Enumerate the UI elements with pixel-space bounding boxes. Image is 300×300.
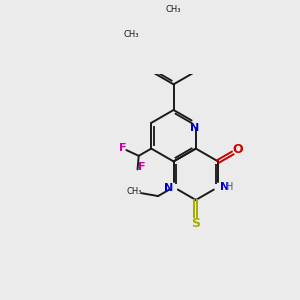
Text: CH₃: CH₃ (166, 5, 181, 14)
Text: F: F (118, 143, 126, 153)
Text: N: N (190, 123, 199, 133)
Text: CH₃: CH₃ (123, 29, 139, 38)
Text: O: O (233, 143, 243, 156)
Text: CH₃: CH₃ (127, 188, 142, 196)
Text: F: F (138, 162, 145, 172)
Text: N: N (164, 183, 173, 193)
Text: S: S (191, 217, 200, 230)
Text: H: H (226, 182, 233, 192)
Text: N: N (220, 182, 230, 192)
